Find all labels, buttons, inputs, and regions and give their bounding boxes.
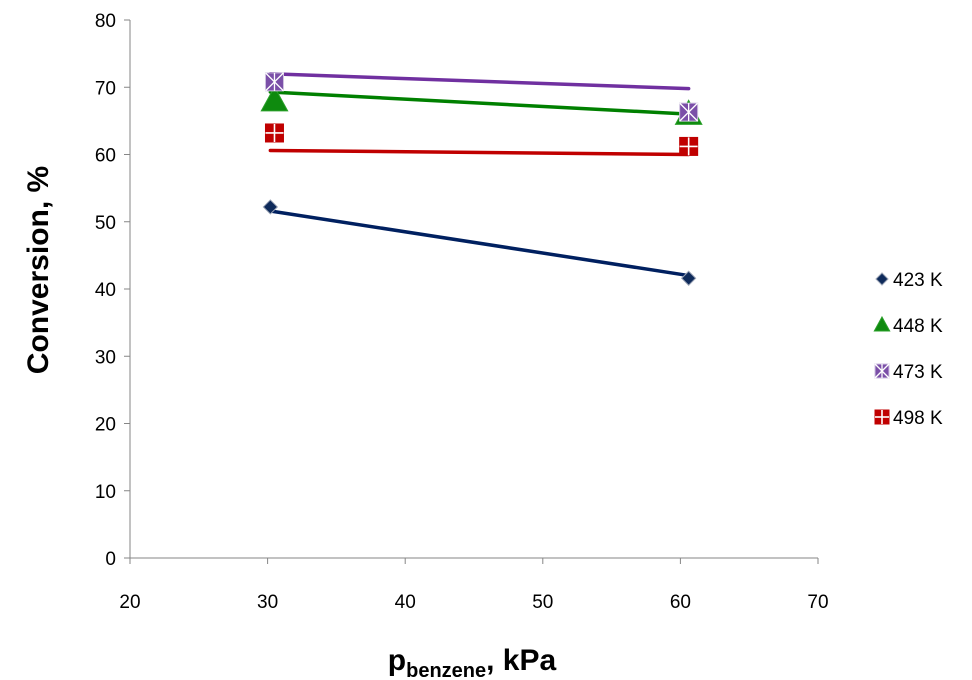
x-axis-title-subscript: benzene — [406, 660, 486, 680]
legend-label-423-k: 423 K — [893, 270, 943, 291]
y-tick-label: 10 — [95, 482, 116, 503]
legend-marker-473-k — [874, 363, 890, 379]
x-tick-label: 70 — [807, 592, 828, 613]
trend-line-473-k — [268, 72, 691, 91]
point-498-k-1 — [264, 123, 284, 143]
x-axis-title-main: p — [388, 644, 406, 677]
axes — [124, 19, 819, 564]
x-axis-title-unit: , kPa — [486, 644, 556, 677]
legend-marker-448-k — [873, 315, 891, 332]
point-448-k-1 — [260, 85, 289, 112]
y-tick-label: 80 — [95, 11, 116, 32]
legend-label-448-k: 448 K — [893, 316, 943, 337]
trend-lines — [268, 72, 691, 278]
point-473-k-1 — [264, 72, 284, 92]
x-tick-label: 20 — [119, 592, 140, 613]
y-tick-label: 50 — [95, 213, 116, 234]
y-tick-label: 20 — [95, 415, 116, 436]
trend-line-423-k — [268, 209, 691, 278]
legend-marker-498-k — [874, 409, 890, 425]
tick-labels: 0 10 20 30 40 50 60 70 80 20 30 40 50 60 70 — [95, 11, 829, 613]
x-tick-label: 60 — [670, 592, 691, 613]
legend: 423 K 448 K 473 K 498 K — [873, 270, 943, 429]
x-tick-label: 40 — [395, 592, 416, 613]
trend-line-498-k — [268, 148, 691, 157]
point-498-k-2 — [679, 136, 699, 156]
x-tick-label: 30 — [257, 592, 278, 613]
y-tick-label: 40 — [95, 280, 116, 301]
legend-label-498-k: 498 K — [893, 408, 943, 429]
y-axis-title: Conversion, % — [22, 166, 55, 374]
y-tick-label: 30 — [95, 347, 116, 368]
point-423-k-1 — [262, 199, 279, 215]
y-tick-label: 60 — [95, 146, 116, 167]
legend-label-473-k: 473 K — [893, 362, 943, 383]
trend-line-448-k — [268, 90, 691, 116]
data-points — [260, 72, 703, 286]
point-423-k-2 — [680, 270, 697, 286]
legend-marker-423-k — [875, 272, 889, 286]
x-tick-label: 50 — [532, 592, 553, 613]
point-473-k-2 — [679, 102, 699, 122]
y-tick-label: 70 — [95, 78, 116, 99]
y-tick-label: 0 — [105, 549, 116, 570]
x-axis-title: pbenzene, kPa — [388, 644, 557, 680]
